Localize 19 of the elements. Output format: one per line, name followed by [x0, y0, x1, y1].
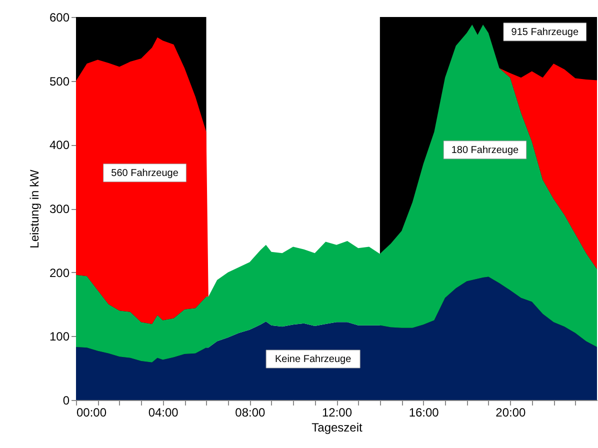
- x-tick-label: 16:00: [408, 406, 440, 420]
- annotation: 560 Fahrzeuge: [111, 168, 179, 179]
- y-tick-label: 300: [49, 202, 70, 216]
- annotation: 180 Fahrzeuge: [451, 144, 520, 156]
- y-tick-label: 100: [49, 330, 70, 344]
- y-tick-label: 500: [49, 74, 70, 88]
- y-tick-label: 400: [49, 138, 70, 152]
- y-tick-label: 0: [62, 394, 70, 408]
- x-tick-label: 12:00: [322, 406, 352, 420]
- annotation: Keine Fahrzeuge: [274, 354, 352, 366]
- x-tick-label: 04:00: [148, 406, 179, 420]
- x-tick-label: 00:00: [76, 406, 107, 420]
- y-tick-label: 200: [49, 266, 70, 280]
- annotation: 915 Fahrzeuge: [511, 26, 579, 38]
- y-tick-label: 600: [49, 10, 70, 24]
- x-tick-label: 20:00: [496, 406, 526, 420]
- y-axis-title: Leistung in kW: [27, 168, 42, 248]
- x-axis-title: Tageszeit: [312, 420, 364, 434]
- x-tick-label: 08:00: [235, 406, 266, 420]
